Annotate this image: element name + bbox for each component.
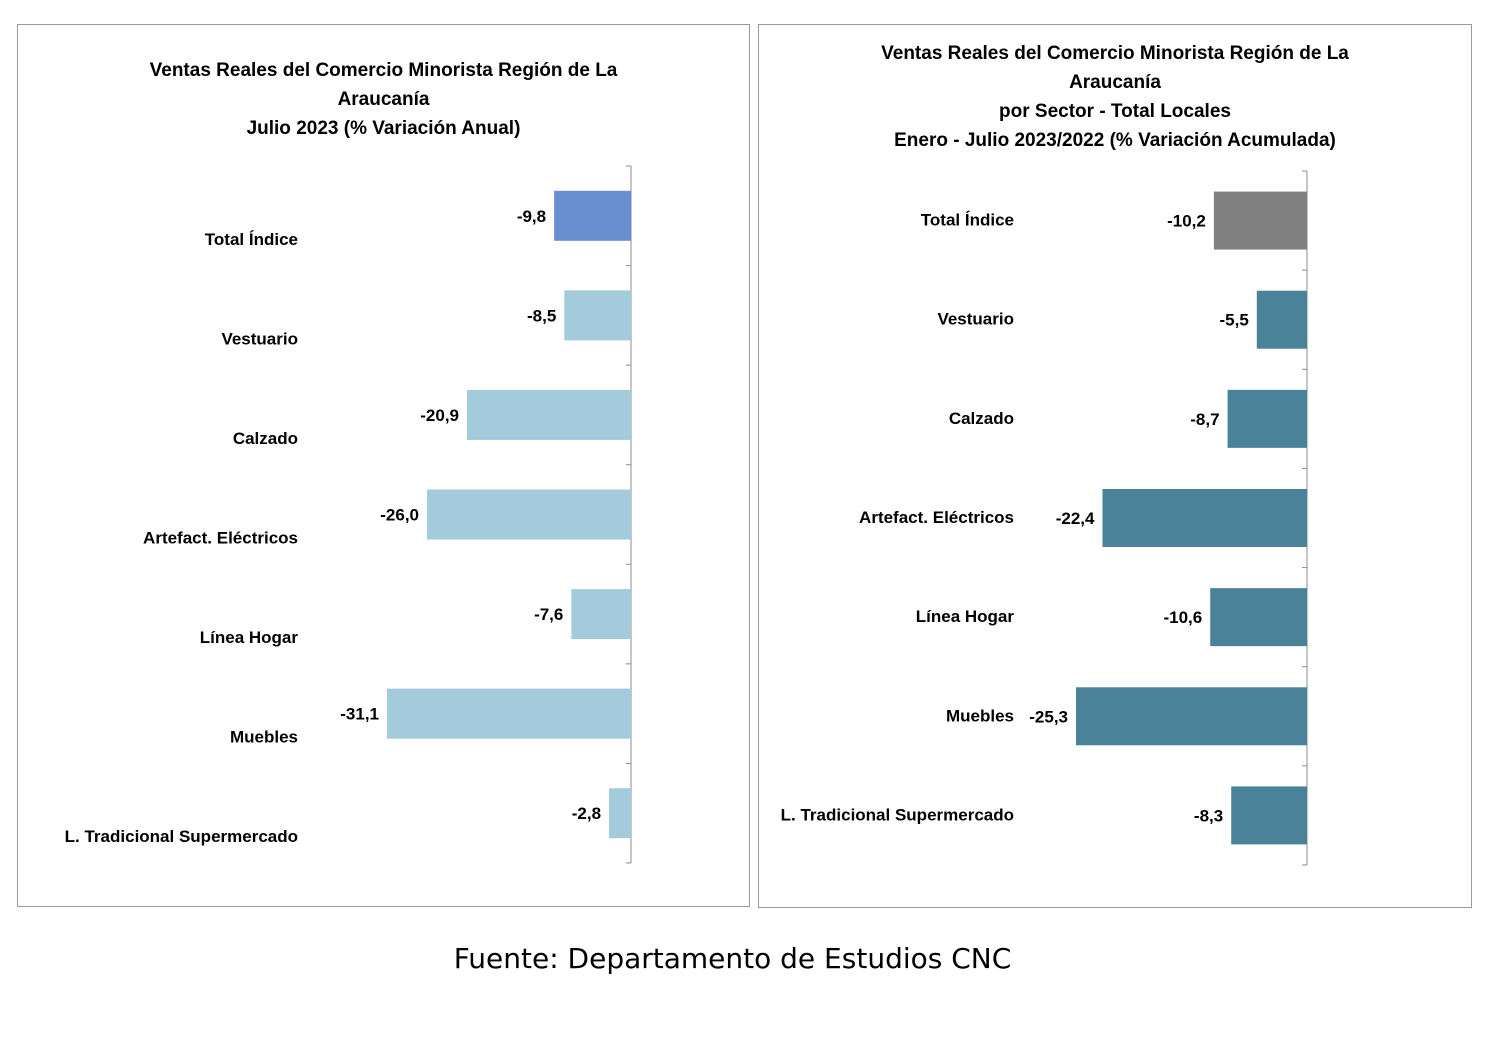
bar [609,788,631,839]
chart-title-line: Ventas Reales del Comercio Minorista Reg… [881,43,1349,64]
data-label: -7,6 [534,605,563,624]
bar [564,290,631,341]
bar [1256,290,1307,349]
data-label: -10,2 [1167,212,1206,231]
chart-title-line: Ventas Reales del Comercio Minorista Reg… [149,60,618,81]
category-label: Calzado [233,429,298,448]
bar [427,489,631,540]
category-label: Muebles [230,728,298,747]
data-label: -9,8 [517,207,546,226]
data-label: -20,9 [420,406,459,425]
data-label: -8,3 [1194,806,1223,825]
category-label: Vestuario [221,329,298,348]
bar-chart-acumulada: -10,2 Total Índice -5,5 Vestuario -8,7 Calzad… [781,170,1308,866]
data-label: -10,6 [1163,608,1202,627]
bar [1076,687,1307,746]
chart-title-line: Julio 2023 (% Variación Anual) [246,118,521,139]
data-label: -31,1 [340,705,379,724]
category-label: Línea Hogar [200,628,299,647]
chart-title: Ventas Reales del Comercio Minorista Reg… [18,56,749,143]
data-label: -8,5 [527,306,556,325]
chart-title-line: Enero - Julio 2023/2022 (% Variación Acu… [894,130,1336,151]
bar [571,589,631,640]
chart-title-line: Araucanía [1069,72,1161,93]
chart-title-line: Araucanía [337,89,430,110]
bar [467,389,631,440]
category-label: Artefact. Eléctricos [143,529,298,548]
category-label: Muebles [946,706,1014,725]
category-label: Artefact. Eléctricos [859,508,1014,527]
chart-title-line: por Sector - Total Locales [999,101,1231,122]
category-label: Calzado [949,409,1014,428]
bar [1231,786,1307,845]
chart-title: Ventas Reales del Comercio Minorista Reg… [759,39,1471,155]
bar [1227,389,1307,448]
bar-chart-julio: -9,8 Total Índice -8,5 Vestuario -20,9 Calzad… [65,165,632,864]
bar [1213,191,1307,250]
bar [554,190,631,241]
data-label: -8,7 [1190,410,1219,429]
category-label: Total Índice [205,230,298,249]
category-label: Línea Hogar [916,607,1015,626]
bar [1102,489,1307,547]
data-label: -26,0 [380,506,419,525]
category-label: Vestuario [937,310,1014,329]
category-label: L. Tradicional Supermercado [781,805,1014,824]
chart-panel-julio: Ventas Reales del Comercio Minorista Reg… [17,24,750,907]
chart-panel-acumulada: Ventas Reales del Comercio Minorista Reg… [758,24,1472,908]
data-label: -25,3 [1029,707,1068,726]
category-label: Total Índice [921,211,1014,230]
category-label: L. Tradicional Supermercado [65,827,298,846]
bar [1210,588,1307,647]
bar [387,688,631,739]
data-label: -5,5 [1219,311,1248,330]
data-label: -22,4 [1056,509,1095,528]
data-label: -2,8 [572,804,601,823]
source-note: Fuente: Departamento de Estudios CNC [453,942,1012,975]
